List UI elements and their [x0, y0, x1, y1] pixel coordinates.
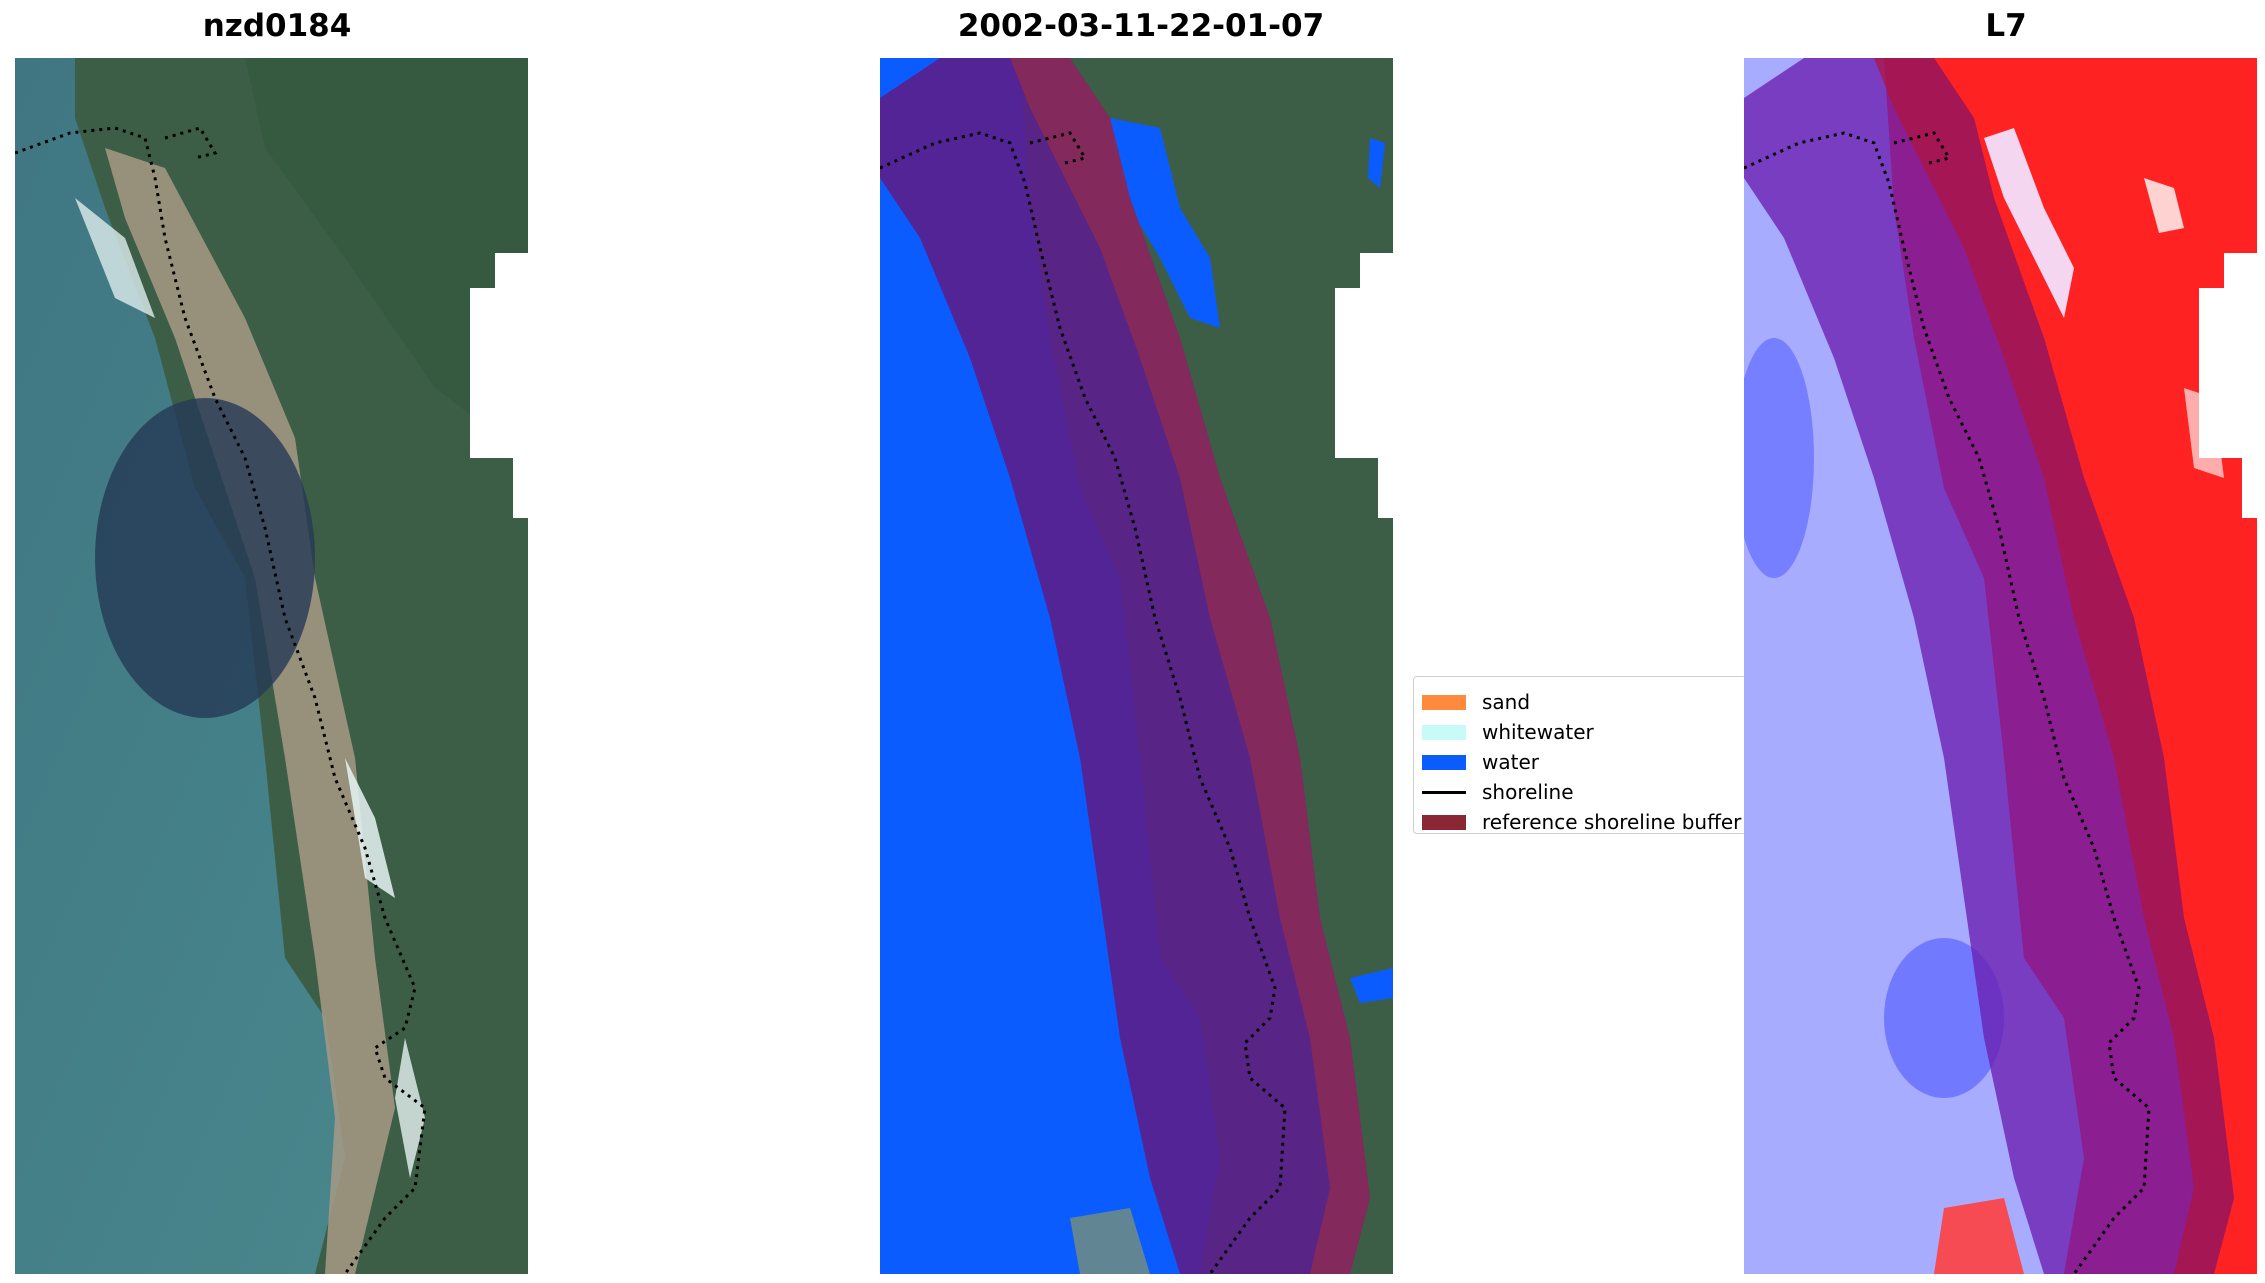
sand-swatch — [1422, 694, 1466, 710]
legend-item-whitewater: whitewater — [1422, 717, 1594, 747]
index-heatmap — [1744, 58, 2257, 1274]
classification-map — [880, 58, 1393, 1274]
legend-label-water: water — [1482, 750, 1539, 774]
legend-item-water: water — [1422, 747, 1539, 777]
water-swatch — [1422, 754, 1466, 770]
rgb-satellite-image — [15, 58, 528, 1274]
rgb-image-panel — [15, 58, 528, 1274]
panel-title-classified: 2002-03-11-22-01-07 — [957, 8, 1325, 44]
legend-label-reference-buffer: reference shoreline buffer — [1482, 810, 1742, 834]
legend-label-whitewater: whitewater — [1482, 720, 1594, 744]
legend-item-reference-buffer: reference shoreline buffer — [1422, 807, 1742, 834]
legend-label-sand: sand — [1482, 690, 1531, 714]
classified-image-panel — [880, 58, 1393, 1274]
reference-buffer-swatch — [1422, 814, 1466, 830]
shoreline-line-swatch — [1422, 790, 1466, 794]
whitewater-swatch — [1422, 724, 1466, 740]
legend-label-shoreline: shoreline — [1482, 780, 1574, 804]
panel-title-index: L7 — [1985, 8, 2027, 44]
panel-title-rgb: nzd0184 — [202, 8, 352, 44]
index-image-panel — [1744, 58, 2257, 1274]
legend-item-shoreline: shoreline — [1422, 777, 1574, 807]
legend-item-sand: sand — [1422, 687, 1530, 717]
legend: sand whitewater water shoreline referenc… — [1413, 676, 1753, 834]
